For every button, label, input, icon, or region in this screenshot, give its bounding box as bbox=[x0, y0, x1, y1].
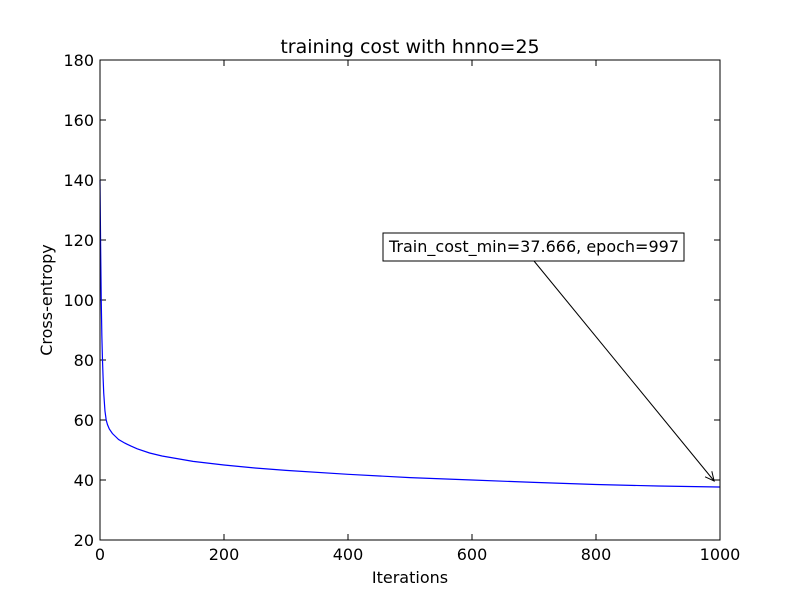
y-tick-label: 80 bbox=[74, 351, 94, 370]
annotation: Train_cost_min=37.666, epoch=997 bbox=[382, 232, 715, 482]
y-tick-label: 160 bbox=[63, 111, 94, 130]
x-tick-label: 200 bbox=[209, 545, 240, 564]
annotation-text: Train_cost_min=37.666, epoch=997 bbox=[388, 237, 679, 257]
axis-ticks: 0 200 400 600 800 1000 20 40 60 80 100 120 140 160 180 bbox=[63, 51, 740, 564]
y-tick-label: 140 bbox=[63, 171, 94, 190]
series-line bbox=[99, 179, 721, 488]
x-tick-label: 0 bbox=[95, 545, 105, 564]
x-tick-label: 400 bbox=[333, 545, 364, 564]
x-tick-label: 800 bbox=[581, 545, 612, 564]
annotation-arrowhead bbox=[704, 471, 715, 482]
y-axis-label: Cross-entropy bbox=[37, 244, 56, 356]
x-tick-label: 600 bbox=[457, 545, 488, 564]
plot-frame bbox=[99, 59, 721, 541]
y-tick-label: 20 bbox=[74, 531, 94, 550]
chart-title: training cost with hnno=25 bbox=[280, 36, 539, 58]
annotation-box bbox=[382, 232, 685, 262]
y-tick-label: 120 bbox=[63, 231, 94, 250]
annotation-arrow bbox=[533, 260, 715, 482]
y-tick-label: 40 bbox=[74, 471, 94, 490]
x-axis-label: Iterations bbox=[372, 568, 448, 587]
x-tick-label: 1000 bbox=[700, 545, 741, 564]
y-tick-label: 180 bbox=[63, 51, 94, 70]
y-tick-label: 100 bbox=[63, 291, 94, 310]
y-tick-label: 60 bbox=[74, 411, 94, 430]
